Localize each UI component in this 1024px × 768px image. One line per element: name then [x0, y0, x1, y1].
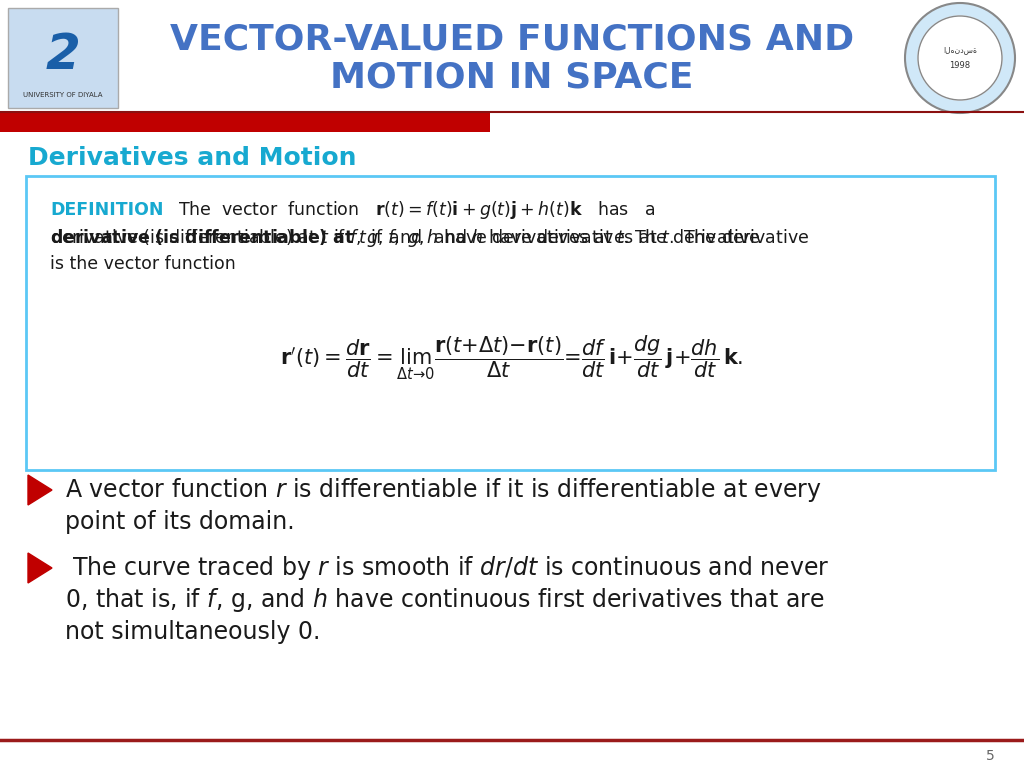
Text: The  vector  function   $\mathbf{r}(t) = f(t)\mathbf{i} + g(t)\mathbf{j} + h(t)\: The vector function $\mathbf{r}(t) = f(t… [178, 199, 655, 221]
Text: 0, that is, if $f$, g, and $h$ have continuous first derivatives that are: 0, that is, if $f$, g, and $h$ have cont… [65, 586, 824, 614]
Text: 5: 5 [986, 749, 994, 763]
FancyBboxPatch shape [8, 8, 118, 108]
Text: UNIVERSITY OF DIYALA: UNIVERSITY OF DIYALA [24, 92, 102, 98]
FancyBboxPatch shape [26, 176, 995, 470]
Text: point of its domain.: point of its domain. [65, 510, 295, 534]
Text: VECTOR-VALUED FUNCTIONS AND: VECTOR-VALUED FUNCTIONS AND [170, 23, 854, 57]
Text: 2: 2 [46, 31, 80, 79]
Text: is the vector function: is the vector function [50, 255, 236, 273]
Text: MOTION IN SPACE: MOTION IN SPACE [331, 61, 693, 95]
Circle shape [905, 3, 1015, 113]
Text: A vector function $r$ is differentiable if it is differentiable at every: A vector function $r$ is differentiable … [65, 476, 822, 504]
Text: derivative (is differentiable) at $t$ if $f$, $g$, and $h$ have derivatives at $: derivative (is differentiable) at $t$ if… [50, 227, 761, 249]
Text: Derivatives and Motion: Derivatives and Motion [28, 146, 356, 170]
Text: 1998: 1998 [949, 61, 971, 69]
Text: $\mathbf{r}'(t) = \dfrac{d\mathbf{r}}{dt} = \lim_{\Delta t \to 0} \dfrac{\mathbf: $\mathbf{r}'(t) = \dfrac{d\mathbf{r}}{dt… [281, 333, 743, 382]
Circle shape [918, 16, 1002, 100]
Polygon shape [28, 475, 52, 505]
Text: DEFINITION: DEFINITION [50, 201, 164, 219]
Polygon shape [28, 553, 52, 583]
Text: $\mathbf{derivative\ (is\ differentiable)\ at}\ t\ \mathrm{if}\ f,\ g,\ \mathrm{: $\mathbf{derivative\ (is\ differentiable… [50, 227, 809, 249]
Bar [0, 112, 490, 132]
Text: الهندسة: الهندسة [943, 45, 977, 55]
Text: not simultaneously 0.: not simultaneously 0. [65, 620, 321, 644]
Text: The curve traced by $r$ is smooth if $\mathit{dr/dt}$ is continuous and never: The curve traced by $r$ is smooth if $\m… [65, 554, 829, 582]
